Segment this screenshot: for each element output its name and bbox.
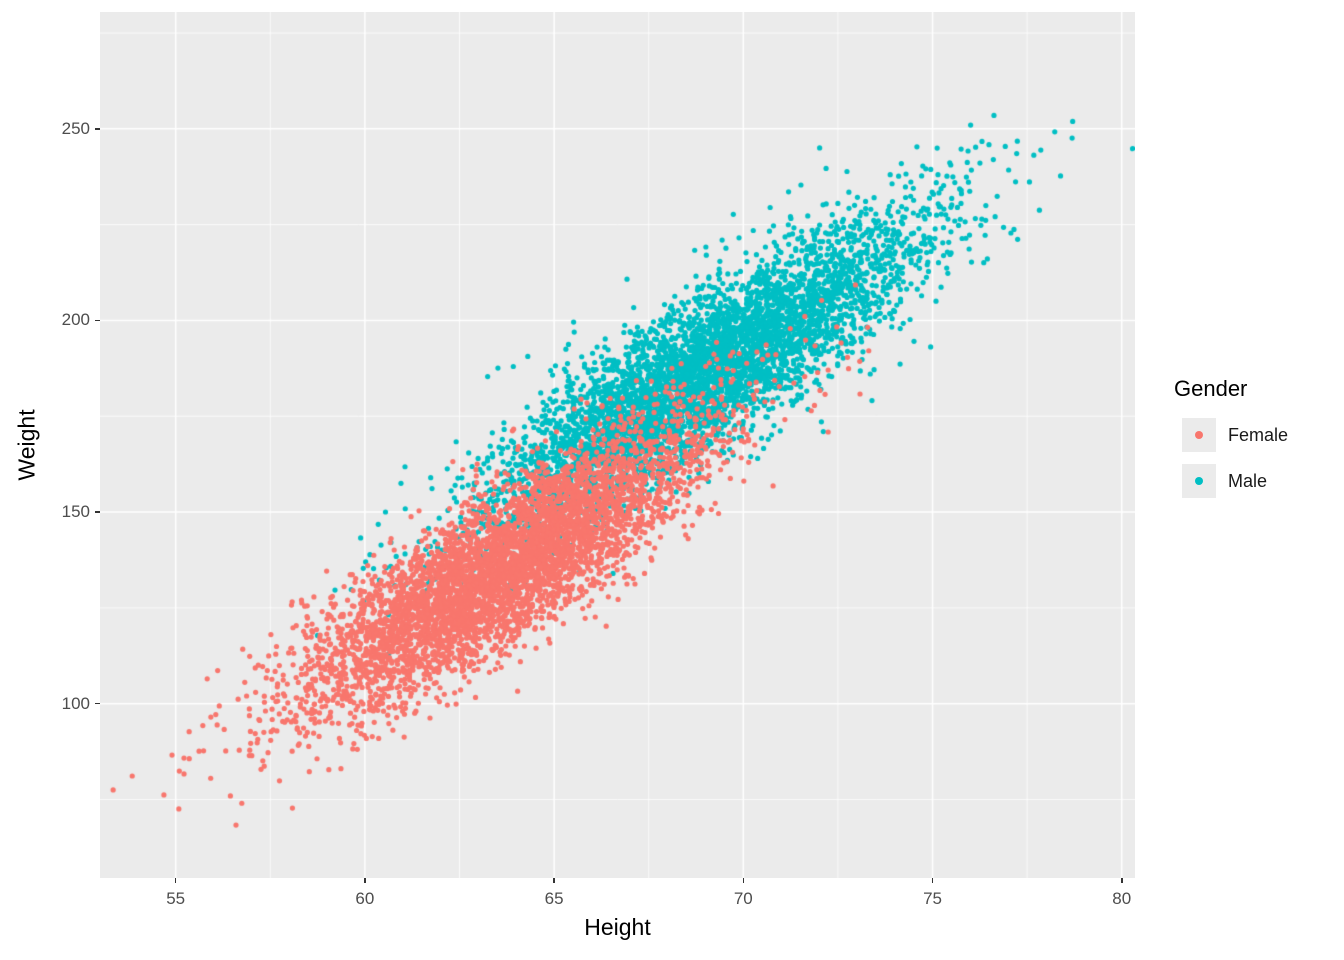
y-tick-mark [95,702,100,705]
y-tick-mark [95,511,100,513]
plot-panel [100,12,1135,878]
y-tick-label: 200 [61,310,90,330]
x-tick-label: 60 [355,889,375,908]
legend-key [1182,464,1216,498]
legend-key [1182,418,1216,452]
y-tick-mark [95,319,100,322]
x-tick-mark [364,878,366,883]
legend-entry: Female [1182,418,1288,452]
legend-point-icon [1195,431,1203,439]
legend-entry-label: Female [1228,424,1289,445]
y-axis-title: Weight [13,409,40,481]
x-axis-title: Height [584,914,651,940]
y-tick-label: 100 [61,693,90,713]
x-tick-label: 75 [923,889,942,908]
x-tick-mark [553,878,555,883]
legend-title: Gender [1174,376,1248,401]
x-tick-label: 80 [1112,889,1132,908]
y-tick-label: 250 [61,118,90,138]
scatter-points-canvas [100,12,1135,878]
x-tick-mark [1121,878,1123,883]
x-tick-mark [174,878,177,883]
legend-entry-label: Male [1228,470,1268,491]
y-tick-label: 150 [61,502,90,522]
legend-entries: Female Male [1174,418,1288,498]
x-tick-label: 65 [544,889,564,908]
legend-entry: Male [1182,464,1288,498]
legend: Gender Female Male [1174,376,1288,498]
x-tick-mark [931,878,934,883]
x-tick-label: 70 [733,889,753,908]
y-tick-mark [95,128,100,130]
legend-point-icon [1195,477,1203,485]
x-tick-label: 55 [166,889,186,908]
x-tick-mark [742,878,745,883]
